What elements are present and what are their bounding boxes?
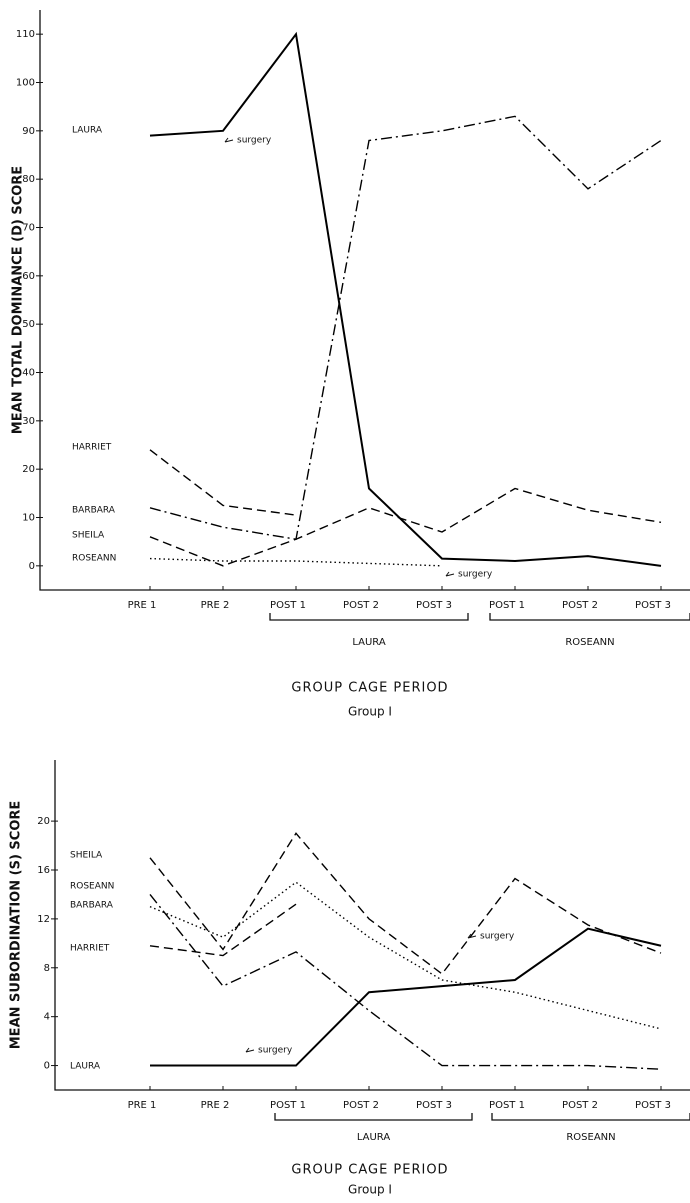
x-tick-label: POST 3 <box>416 1100 452 1111</box>
x-tick-label: PRE 2 <box>201 1100 230 1111</box>
series-label: LAURA <box>70 1062 101 1072</box>
series-line <box>149 557 443 567</box>
subtitle: Group I <box>348 705 392 719</box>
series-label: SHEILA <box>70 851 103 861</box>
y-axis-label: MEAN TOTAL DOMINANCE (D) SCORE <box>11 166 26 434</box>
subtitle: Group I <box>348 1183 392 1197</box>
group-bracket <box>489 613 690 621</box>
series-line <box>150 927 662 1067</box>
group-label: ROSEANN <box>565 637 614 648</box>
x-tick-label: POST 3 <box>635 1100 671 1111</box>
series-label: HARRIET <box>72 443 112 453</box>
y-tick-label: 30 <box>22 416 35 427</box>
group-bracket <box>269 613 469 621</box>
y-tick-label: 50 <box>22 319 35 330</box>
series-line <box>149 903 297 957</box>
y-tick-label: 16 <box>37 865 50 876</box>
axes <box>54 760 690 1091</box>
x-tick-label: PRE 2 <box>201 600 230 611</box>
y-tick-label: 110 <box>16 29 35 40</box>
y-tick-label: 80 <box>22 174 35 185</box>
x-axis-label: GROUP CAGE PERIOD <box>291 681 448 696</box>
y-tick-label: 90 <box>22 126 35 137</box>
series-label: ROSEANN <box>70 882 114 892</box>
series-line <box>149 115 662 541</box>
y-tick-label: 10 <box>22 513 35 524</box>
y-tick-label: 20 <box>37 816 50 827</box>
x-axis-label: GROUP CAGE PERIOD <box>291 1163 448 1178</box>
annotation: surgery <box>258 1046 293 1056</box>
group-label: LAURA <box>352 637 386 648</box>
series-label: BARBARA <box>72 506 116 516</box>
y-axis-label: MEAN SUBORDINATION (S) SCORE <box>9 801 24 1050</box>
annotation: surgery <box>480 932 515 942</box>
y-tick-label: 60 <box>22 271 35 282</box>
x-tick-label: POST 1 <box>489 600 525 611</box>
y-tick-label: 4 <box>44 1012 50 1023</box>
y-tick-label: 0 <box>44 1061 50 1072</box>
y-tick-label: 0 <box>29 561 35 572</box>
y-tick-label: 100 <box>16 78 35 89</box>
group-label: LAURA <box>357 1132 391 1143</box>
series-label: ROSEANN <box>72 554 116 564</box>
axes <box>39 10 690 591</box>
series-label: HARRIET <box>70 944 110 954</box>
group-label: ROSEANN <box>566 1132 615 1143</box>
annotation: surgery <box>458 570 493 580</box>
annotation-arrow <box>224 137 234 143</box>
y-tick-label: 40 <box>22 368 35 379</box>
x-tick-label: POST 3 <box>416 600 452 611</box>
annotation-arrow <box>445 571 455 577</box>
x-tick-label: POST 1 <box>270 600 306 611</box>
series-line <box>149 881 662 1030</box>
series-label: LAURA <box>72 126 103 136</box>
group-bracket <box>274 1113 473 1121</box>
y-tick-label: 20 <box>22 464 35 475</box>
y-tick-label: 12 <box>37 914 50 925</box>
x-tick-label: POST 2 <box>562 600 598 611</box>
annotation-arrow <box>245 1047 255 1053</box>
x-tick-label: POST 2 <box>562 1100 598 1111</box>
series-line <box>149 832 662 975</box>
x-tick-label: POST 1 <box>489 1100 525 1111</box>
series-label: BARBARA <box>70 901 114 911</box>
series-line <box>149 31 662 567</box>
x-tick-label: POST 3 <box>635 600 671 611</box>
series-label: SHEILA <box>72 531 105 541</box>
series-line <box>149 449 297 516</box>
annotation-arrow <box>467 933 477 939</box>
x-tick-label: POST 2 <box>343 1100 379 1111</box>
group-bracket <box>491 1113 690 1121</box>
series-line <box>149 894 662 1070</box>
annotation: surgery <box>237 136 272 146</box>
y-tick-label: 8 <box>44 963 50 974</box>
y-tick-label: 70 <box>22 223 35 234</box>
series-line <box>149 487 662 567</box>
x-tick-label: POST 1 <box>270 1100 306 1111</box>
x-tick-label: PRE 1 <box>128 600 157 611</box>
x-tick-label: PRE 1 <box>128 1100 157 1111</box>
x-tick-label: POST 2 <box>343 600 379 611</box>
